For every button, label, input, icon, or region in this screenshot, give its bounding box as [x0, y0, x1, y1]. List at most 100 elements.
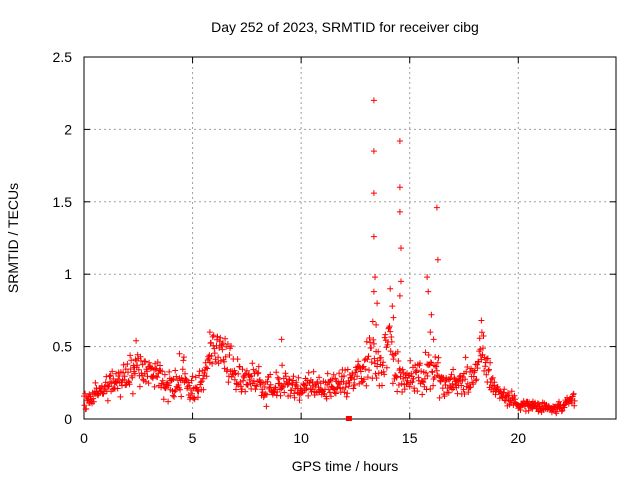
- data-point: [160, 396, 167, 403]
- data-point: [81, 402, 88, 409]
- data-point: [407, 357, 414, 364]
- data-point: [358, 379, 365, 386]
- data-point: [365, 353, 372, 360]
- data-point: [242, 388, 249, 395]
- data-point: [147, 365, 154, 372]
- data-point: [351, 376, 358, 383]
- data-point: [404, 377, 411, 384]
- data-point: [427, 329, 434, 336]
- data-point: [368, 344, 375, 351]
- data-point: [399, 389, 406, 395]
- data-point: [425, 288, 432, 295]
- data-point: [151, 383, 158, 390]
- data-point: [442, 382, 449, 388]
- data-point: [228, 343, 235, 350]
- data-point: [422, 349, 429, 356]
- data-point: [476, 335, 483, 342]
- data-point: [263, 391, 270, 398]
- data-point: [448, 371, 455, 378]
- data-point: [373, 375, 380, 381]
- data-point: [279, 362, 286, 369]
- data-point: [260, 380, 267, 387]
- data-point: [237, 379, 244, 385]
- data-point: [430, 336, 437, 343]
- data-point: [319, 387, 326, 394]
- data-point: [120, 361, 127, 368]
- data-point: [255, 363, 262, 370]
- data-point: [398, 245, 404, 252]
- data-point: [127, 366, 134, 373]
- data-point: [237, 383, 244, 390]
- data-point: [325, 386, 332, 393]
- data-point: [157, 362, 163, 369]
- data-point: [161, 371, 168, 378]
- data-point: [124, 361, 131, 367]
- data-point: [178, 393, 185, 400]
- data-point: [189, 390, 195, 397]
- data-point: [486, 366, 492, 373]
- data-point: [221, 358, 228, 365]
- data-point: [329, 376, 336, 383]
- data-point: [390, 314, 397, 321]
- data-point: [341, 389, 348, 396]
- data-point: [512, 396, 518, 403]
- data-point: [267, 381, 274, 388]
- chart-title: Day 252 of 2023, SRMTID for receiver cib…: [211, 19, 479, 35]
- data-point: [370, 233, 377, 240]
- data-point: [239, 366, 246, 373]
- data-point: [142, 378, 149, 385]
- data-point: [363, 382, 370, 389]
- y-tick-label: 0.5: [53, 339, 73, 355]
- data-point: [154, 374, 161, 381]
- data-point: [332, 390, 339, 397]
- data-point-isolated: [345, 416, 352, 421]
- data-point: [396, 208, 403, 215]
- data-point: [342, 367, 349, 374]
- data-point: [570, 391, 577, 398]
- data-point: [188, 377, 195, 384]
- data-point: [430, 382, 437, 389]
- data-point: [363, 338, 370, 345]
- data-point: [450, 366, 457, 373]
- data-point: [277, 392, 284, 399]
- data-point: [225, 379, 232, 386]
- data-point: [346, 379, 353, 386]
- data-point: [195, 394, 201, 401]
- data-point: [344, 366, 351, 373]
- data-point: [216, 338, 223, 345]
- grid-lines: [84, 57, 616, 419]
- data-point: [331, 389, 338, 396]
- data-point: [483, 371, 490, 378]
- data-point: [434, 256, 441, 263]
- data-point: [125, 378, 132, 385]
- data-point: [253, 383, 260, 390]
- data-point: [398, 278, 404, 285]
- data-point: [462, 354, 469, 361]
- data-point: [361, 376, 368, 383]
- x-tick-label: 5: [189, 430, 197, 446]
- data-point: [109, 368, 116, 375]
- data-point: [370, 97, 377, 104]
- data-point: [295, 374, 302, 381]
- data-point: [393, 374, 400, 381]
- data-point: [191, 396, 198, 403]
- data-point: [210, 332, 217, 339]
- data-point: [171, 393, 178, 400]
- data-point: [336, 370, 343, 377]
- data-point: [83, 405, 90, 412]
- data-point: [382, 331, 389, 338]
- y-tick-label: 1.5: [53, 194, 73, 210]
- data-point: [116, 373, 123, 379]
- data-point: [332, 375, 339, 382]
- data-point: [470, 381, 477, 388]
- data-point: [222, 335, 229, 342]
- data-point: [217, 334, 224, 341]
- data-point: [432, 354, 439, 360]
- data-point: [446, 376, 453, 383]
- data-point: [104, 397, 111, 404]
- data-point: [370, 148, 377, 155]
- data-point: [98, 383, 105, 389]
- data-point: [290, 373, 297, 380]
- data-point: [491, 379, 498, 386]
